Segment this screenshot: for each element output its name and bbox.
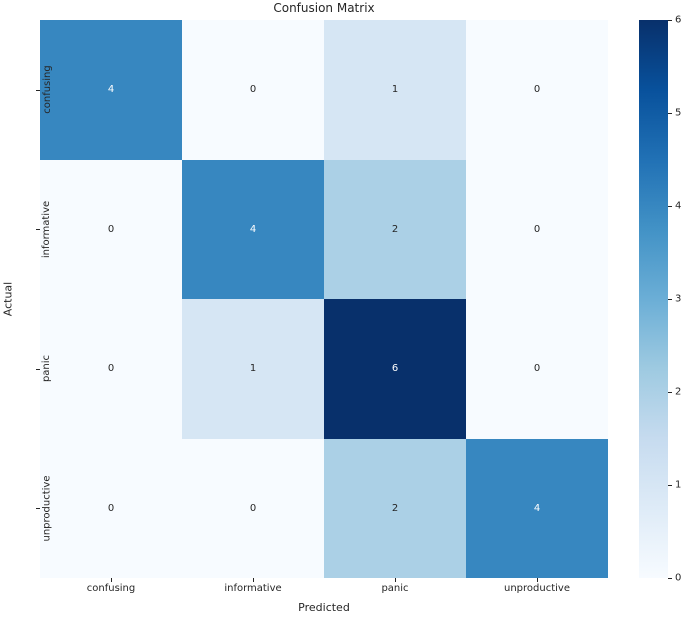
- heatmap-cell: 0: [40, 438, 182, 578]
- heatmap-cell: 0: [40, 299, 182, 439]
- x-axis-tick-mark: [253, 578, 254, 582]
- heatmap-cell: 0: [40, 159, 182, 299]
- chart-title: Confusion Matrix: [273, 1, 375, 15]
- y-tick-label: informative: [41, 200, 53, 258]
- colorbar-tick-mark: [668, 578, 672, 579]
- colorbar-tick-labels: 0 1 2 3 4 5 6: [675, 15, 685, 584]
- heatmap-cell: 4: [182, 159, 324, 299]
- colorbar-tick-label: 4: [675, 200, 682, 212]
- x-axis-tick-mark: [395, 578, 396, 582]
- colorbar-tick-label: 0: [675, 572, 682, 584]
- heatmap-cell: 1: [182, 299, 324, 439]
- colorbar-tick-label: 3: [675, 293, 682, 305]
- heatmap-cell: 0: [182, 20, 324, 160]
- colorbar-tick-label: 5: [675, 107, 682, 119]
- heatmap-cell: 0: [466, 159, 608, 299]
- y-tick-label: panic: [41, 355, 53, 383]
- colorbar-tick-mark: [668, 20, 672, 21]
- colorbar-tick-label: 6: [675, 14, 682, 26]
- heatmap-cell: 4: [466, 438, 608, 578]
- heatmap-cell: 0: [466, 20, 608, 160]
- y-axis-tick-mark: [36, 508, 40, 510]
- heatmap-cell: 2: [324, 159, 466, 299]
- y-axis-tick-mark: [36, 89, 40, 91]
- y-axis-tick-mark: [36, 368, 40, 370]
- x-tick-labels: confusing informative panic unproductive: [40, 583, 608, 594]
- x-tick-label: confusing: [86, 583, 136, 594]
- y-tick-label: confusing: [41, 65, 53, 115]
- colorbar-tick-mark: [668, 485, 672, 486]
- heatmap-cell: 0: [466, 299, 608, 439]
- colorbar: [639, 20, 668, 578]
- heatmap-cell: 2: [324, 438, 466, 578]
- heatmap-cell: 1: [324, 20, 466, 160]
- x-axis-label: Predicted: [298, 601, 350, 614]
- y-tick-labels: confusing informative panic unproductive: [14, 20, 53, 578]
- y-tick-label: unproductive: [41, 475, 53, 542]
- heatmap-cell: 0: [182, 438, 324, 578]
- colorbar-tick-mark: [668, 113, 672, 114]
- heatmap-cell: 6: [324, 299, 466, 439]
- x-tick-label: unproductive: [504, 583, 570, 594]
- x-axis-tick-mark: [111, 578, 112, 582]
- y-axis-label: Actual: [1, 281, 15, 317]
- y-axis-tick-mark: [36, 229, 40, 231]
- x-tick-label: panic: [381, 583, 409, 594]
- colorbar-tick-mark: [668, 299, 672, 300]
- colorbar-tick-label: 2: [675, 386, 682, 398]
- x-axis-tick-mark: [537, 578, 538, 582]
- colorbar-tick-mark: [668, 206, 672, 207]
- x-tick-label: informative: [224, 583, 282, 594]
- colorbar-tick-mark: [668, 392, 672, 393]
- colorbar-tick-label: 1: [675, 479, 682, 491]
- heatmap-cell: 4: [40, 20, 182, 160]
